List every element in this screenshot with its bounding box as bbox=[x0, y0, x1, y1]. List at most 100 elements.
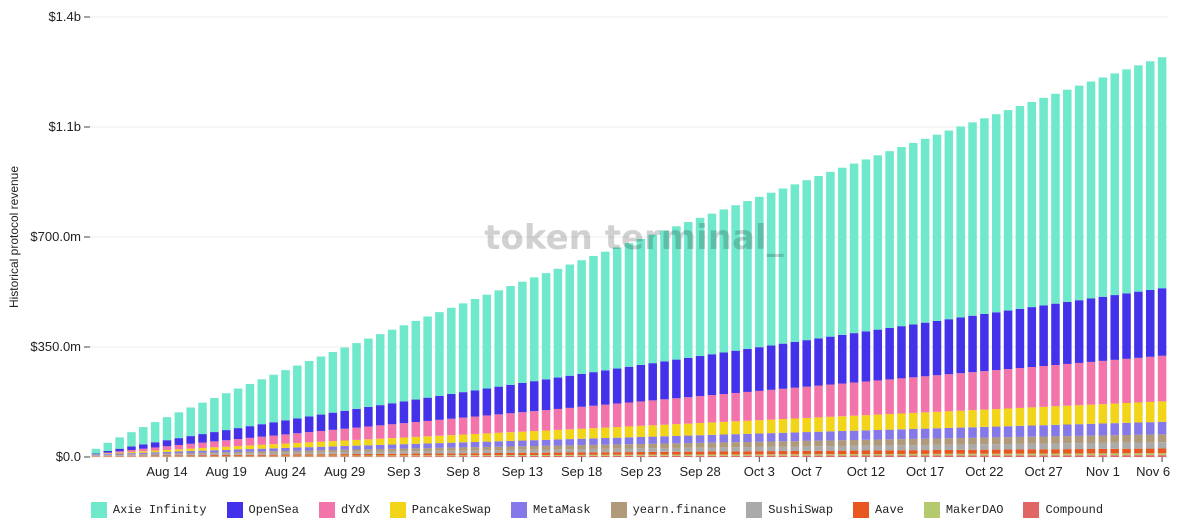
bar-segment-pancakeswap bbox=[755, 420, 764, 434]
bar-segment-pancakeswap bbox=[245, 445, 255, 450]
bar-segment-sushiswap bbox=[849, 445, 859, 451]
bar-segment-aave bbox=[245, 454, 255, 456]
legend: Axie Infinity OpenSea dYdX PancakeSwap MetaM… bbox=[0, 500, 1194, 520]
bar-segment-metamask bbox=[624, 437, 634, 445]
bar-segment-pancakeswap bbox=[980, 409, 989, 427]
bar-stack bbox=[553, 268, 563, 457]
bar-segment-yearn-finance bbox=[624, 444, 634, 449]
bar-segment-yearn-finance bbox=[731, 442, 740, 448]
legend-item-compound[interactable]: Compound bbox=[1023, 500, 1103, 520]
bar-segment-makerdao bbox=[553, 454, 563, 456]
bar-segment-yearn-finance bbox=[174, 453, 184, 455]
bar-segment-aave bbox=[932, 450, 942, 454]
x-tick-label: Oct 7 bbox=[791, 464, 822, 479]
bar-segment-axie-infinity bbox=[695, 217, 705, 357]
bar-segment-compound bbox=[636, 455, 646, 457]
bar-segment-yearn-finance bbox=[221, 452, 231, 454]
legend-item-axie-infinity[interactable]: Axie Infinity bbox=[90, 500, 207, 520]
bar-segment-aave bbox=[174, 455, 184, 457]
bar-segment-axie-infinity bbox=[553, 268, 563, 378]
bar-segment-makerdao bbox=[624, 454, 634, 456]
legend-item-sushiswap[interactable]: SushiSwap bbox=[746, 500, 833, 520]
bar-segment-aave bbox=[897, 450, 906, 454]
bar-stack bbox=[352, 343, 361, 457]
bar-stack bbox=[672, 226, 681, 457]
bar-segment-aave bbox=[257, 454, 267, 456]
bar-segment-metamask bbox=[293, 447, 302, 451]
bar-segment-sushiswap bbox=[470, 450, 480, 454]
bar-segment-opensea bbox=[210, 432, 219, 442]
bar-segment-aave bbox=[873, 450, 883, 455]
x-tick-label: Oct 3 bbox=[744, 464, 775, 479]
bar-segment-pancakeswap bbox=[221, 446, 231, 450]
bar-segment-yearn-finance bbox=[1122, 435, 1131, 443]
bar-segment-yearn-finance bbox=[470, 447, 480, 451]
bar-segment-pancakeswap bbox=[1145, 401, 1155, 423]
legend-item-makerdao[interactable]: MakerDAO bbox=[923, 500, 1003, 520]
bar-segment-metamask bbox=[648, 436, 657, 444]
bar-segment-axie-infinity bbox=[1015, 106, 1025, 309]
bar-segment-yearn-finance bbox=[1027, 436, 1037, 444]
bar-segment-yearn-finance bbox=[482, 446, 492, 451]
bar-segment-makerdao bbox=[790, 454, 800, 456]
bar-segment-aave bbox=[707, 451, 717, 455]
bar-segment-pancakeswap bbox=[541, 430, 551, 440]
bar-segment-dydx bbox=[174, 444, 184, 450]
bar-segment-yearn-finance bbox=[529, 446, 539, 450]
legend-item-aave[interactable]: Aave bbox=[853, 500, 904, 520]
x-tick-label: Aug 29 bbox=[324, 464, 365, 479]
bar-segment-opensea bbox=[186, 436, 195, 444]
bar-segment-pancakeswap bbox=[683, 423, 693, 436]
bar-segment-metamask bbox=[269, 448, 278, 452]
bar-segment-aave bbox=[1074, 449, 1084, 454]
bar-segment-metamask bbox=[435, 443, 444, 448]
bar-segment-metamask bbox=[814, 431, 823, 441]
bar-segment-opensea bbox=[802, 340, 811, 387]
y-tick-label: $700.0m bbox=[30, 229, 81, 244]
bar-segment-pancakeswap bbox=[707, 422, 717, 435]
bar-segment-dydx bbox=[162, 446, 172, 450]
legend-item-yearn-finance[interactable]: yearn.finance bbox=[610, 500, 726, 520]
bar-segment-dydx bbox=[885, 379, 894, 415]
bar-segment-compound bbox=[672, 455, 681, 457]
bar-segment-pancakeswap bbox=[269, 444, 278, 449]
bar-segment-metamask bbox=[364, 445, 373, 450]
bar-segment-pancakeswap bbox=[340, 440, 349, 447]
bar-segment-yearn-finance bbox=[837, 440, 847, 446]
bar-stack bbox=[612, 247, 622, 457]
bar-segment-pancakeswap bbox=[897, 413, 906, 430]
bar-segment-compound bbox=[328, 456, 338, 457]
legend-item-metamask[interactable]: MetaMask bbox=[511, 500, 591, 520]
bar-segment-aave bbox=[1157, 448, 1167, 454]
bar-segment-compound bbox=[1122, 455, 1131, 457]
bar-segment-pancakeswap bbox=[956, 410, 965, 428]
bar-segment-compound bbox=[387, 456, 397, 457]
bar-segment-opensea bbox=[897, 326, 906, 379]
bar-segment-yearn-finance bbox=[861, 439, 871, 446]
bar-segment-aave bbox=[755, 451, 764, 455]
legend-item-pancakeswap[interactable]: PancakeSwap bbox=[389, 500, 491, 520]
bar-segment-compound bbox=[518, 456, 527, 457]
bar-stack bbox=[269, 374, 278, 457]
bar-segment-axie-infinity bbox=[364, 338, 373, 408]
bar-segment-metamask bbox=[991, 426, 1001, 438]
bar-segment-sushiswap bbox=[601, 448, 610, 453]
bar-segment-axie-infinity bbox=[91, 448, 101, 454]
bar-segment-yearn-finance bbox=[1086, 435, 1096, 444]
bar-segment-pancakeswap bbox=[743, 420, 752, 434]
bar-stack bbox=[198, 402, 207, 457]
bar-segment-opensea bbox=[541, 379, 551, 411]
bar-segment-dydx bbox=[494, 414, 503, 433]
bar-segment-opensea bbox=[470, 390, 480, 417]
bar-segment-dydx bbox=[233, 439, 243, 447]
bar-segment-opensea bbox=[316, 414, 326, 431]
bar-segment-axie-infinity bbox=[1003, 110, 1013, 311]
bar-segment-aave bbox=[624, 452, 634, 455]
bar-segment-dydx bbox=[802, 386, 811, 418]
bar-segment-axie-infinity bbox=[328, 352, 338, 413]
bar-segment-sushiswap bbox=[944, 444, 954, 450]
bar-segment-opensea bbox=[695, 356, 705, 397]
legend-item-dydx[interactable]: dYdX bbox=[318, 500, 370, 520]
legend-item-opensea[interactable]: OpenSea bbox=[226, 500, 299, 520]
bar-segment-axie-infinity bbox=[837, 167, 847, 335]
